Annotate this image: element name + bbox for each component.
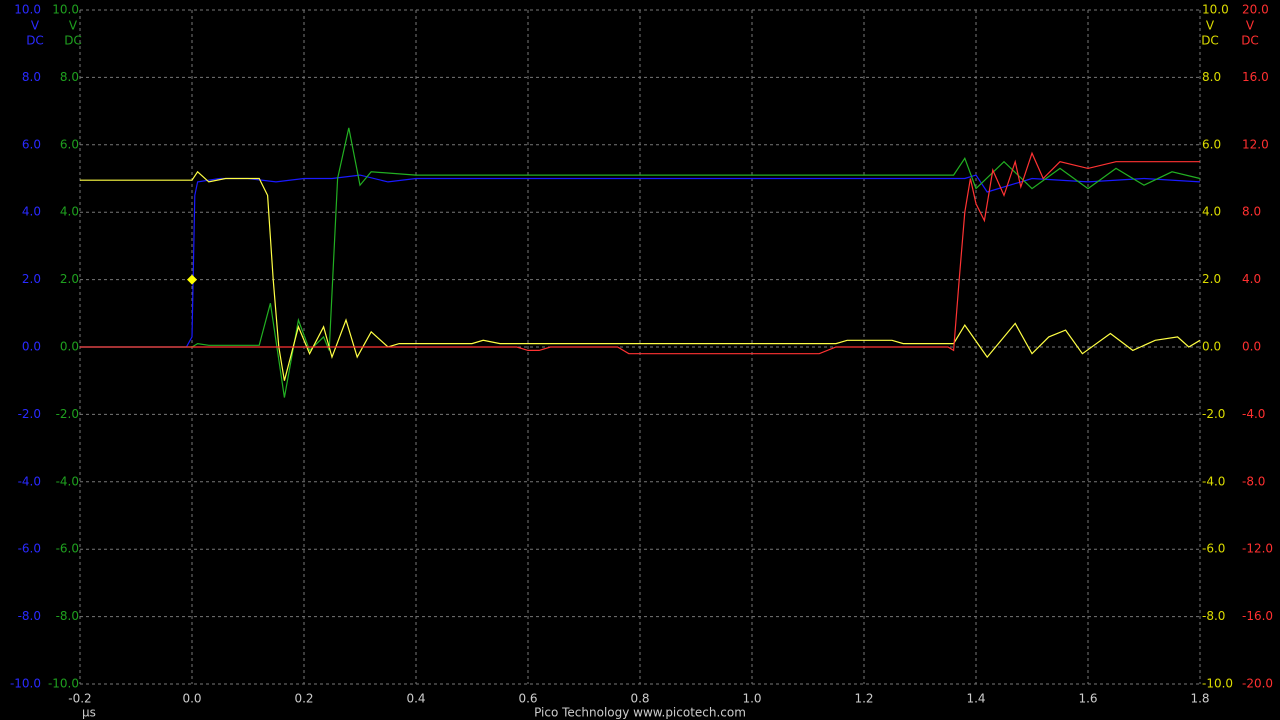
x-tick-label: 0.8 bbox=[630, 692, 649, 706]
footer: Pico Technology www.picotech.com bbox=[534, 706, 746, 720]
y-tick-label: -10.0 bbox=[10, 677, 41, 691]
x-tick-label: 1.2 bbox=[854, 692, 873, 706]
y-tick-label: -4.0 bbox=[56, 474, 79, 488]
trace bbox=[80, 170, 1201, 381]
y-tick-label: -2.0 bbox=[1202, 407, 1225, 421]
y-tick-label: -6.0 bbox=[18, 542, 41, 556]
y-tick-label: 8.0 bbox=[60, 70, 79, 84]
trace bbox=[80, 174, 1201, 348]
x-tick-label: 0.0 bbox=[182, 692, 201, 706]
y-tick-label: -8.0 bbox=[56, 609, 79, 623]
y-tick-label: 8.0 bbox=[1202, 70, 1221, 84]
y-tick-label: 10.0 bbox=[14, 3, 41, 17]
y-tick-label: -8.0 bbox=[18, 609, 41, 623]
x-tick-label: 0.6 bbox=[518, 692, 537, 706]
y-unit: V bbox=[31, 19, 40, 33]
y-tick-label: 0.0 bbox=[60, 340, 79, 354]
y-unit: DC bbox=[1241, 34, 1259, 48]
y-tick-label: 4.0 bbox=[60, 205, 79, 219]
y-tick-label: -8.0 bbox=[1202, 609, 1225, 623]
y-unit: V bbox=[69, 19, 78, 33]
y-tick-label: 2.0 bbox=[22, 272, 41, 286]
trace bbox=[80, 127, 1201, 398]
y-tick-label: -12.0 bbox=[1242, 542, 1273, 556]
y-tick-label: 4.0 bbox=[1202, 205, 1221, 219]
y-tick-label: -6.0 bbox=[56, 542, 79, 556]
y-tick-label: -4.0 bbox=[18, 474, 41, 488]
trigger-marker bbox=[187, 274, 197, 285]
y-tick-label: -16.0 bbox=[1242, 609, 1273, 623]
y-tick-label: -2.0 bbox=[56, 407, 79, 421]
y-tick-label: -20.0 bbox=[1242, 677, 1273, 691]
x-unit: µs bbox=[82, 706, 96, 720]
y-tick-label: 4.0 bbox=[1242, 272, 1261, 286]
y-tick-label: 2.0 bbox=[60, 272, 79, 286]
y-unit: DC bbox=[26, 34, 44, 48]
x-tick-label: 1.0 bbox=[742, 692, 761, 706]
y-tick-label: 10.0 bbox=[52, 3, 79, 17]
x-tick-label: 0.4 bbox=[406, 692, 425, 706]
trace bbox=[80, 151, 1200, 355]
y-tick-label: -4.0 bbox=[1242, 407, 1265, 421]
y-tick-label: 6.0 bbox=[1202, 137, 1221, 151]
y-tick-label: -10.0 bbox=[48, 677, 79, 691]
y-unit: V bbox=[1206, 19, 1215, 33]
y-tick-label: 2.0 bbox=[1202, 272, 1221, 286]
y-tick-label: 4.0 bbox=[22, 205, 41, 219]
x-tick-label: -0.2 bbox=[68, 692, 91, 706]
y-tick-label: 0.0 bbox=[1242, 340, 1261, 354]
y-tick-label: 6.0 bbox=[60, 137, 79, 151]
x-tick-label: 1.6 bbox=[1078, 692, 1097, 706]
y-tick-label: -6.0 bbox=[1202, 542, 1225, 556]
x-tick-label: 1.8 bbox=[1190, 692, 1209, 706]
y-tick-label: 12.0 bbox=[1242, 137, 1269, 151]
y-tick-label: 20.0 bbox=[1242, 3, 1269, 17]
y-unit: DC bbox=[64, 34, 82, 48]
y-tick-label: -10.0 bbox=[1202, 677, 1233, 691]
y-tick-label: -4.0 bbox=[1202, 474, 1225, 488]
y-tick-label: -8.0 bbox=[1242, 474, 1265, 488]
y-tick-label: -2.0 bbox=[18, 407, 41, 421]
y-tick-label: 0.0 bbox=[22, 340, 41, 354]
x-tick-label: 0.2 bbox=[294, 692, 313, 706]
y-unit: DC bbox=[1201, 34, 1219, 48]
y-unit: V bbox=[1246, 19, 1255, 33]
y-tick-label: 10.0 bbox=[1202, 3, 1229, 17]
x-tick-label: 1.4 bbox=[966, 692, 985, 706]
y-tick-label: 8.0 bbox=[1242, 205, 1261, 219]
y-tick-label: 6.0 bbox=[22, 137, 41, 151]
y-tick-label: 0.0 bbox=[1202, 340, 1221, 354]
y-tick-label: 8.0 bbox=[22, 70, 41, 84]
y-tick-label: 16.0 bbox=[1242, 70, 1269, 84]
